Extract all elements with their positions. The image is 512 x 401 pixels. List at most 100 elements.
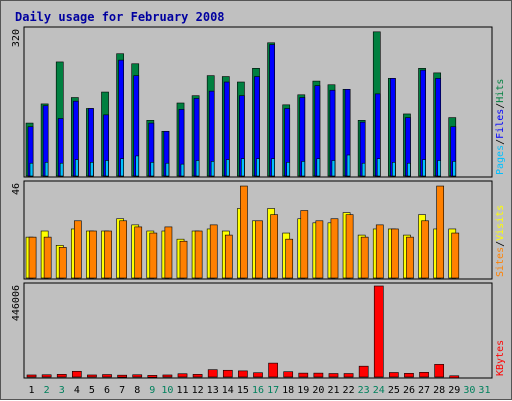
x-tick-label-5: 5 [89, 385, 95, 396]
x-tick-label-17: 17 [267, 385, 279, 396]
bar-pages-day-13 [210, 161, 215, 177]
hits-files-pages-legend-item-3: / [495, 103, 506, 109]
bar-sites-day-28 [436, 185, 445, 279]
bar-kbytes-day-18 [283, 371, 294, 378]
bar-kbytes-day-14 [222, 369, 233, 378]
x-tick-label-24: 24 [373, 385, 385, 396]
bar-sites-day-10 [164, 226, 173, 279]
bar-sites-day-21 [330, 218, 339, 279]
bar-pages-day-18 [286, 162, 290, 177]
x-tick-label-7: 7 [119, 385, 125, 396]
bar-kbytes-day-12 [192, 374, 203, 378]
visits-sites-plot-area [23, 180, 493, 280]
x-tick-label-31: 31 [478, 385, 490, 396]
x-tick-label-4: 4 [74, 385, 80, 396]
bar-kbytes-day-11 [177, 373, 188, 378]
bar-kbytes-day-2 [41, 374, 52, 378]
x-tick-label-13: 13 [207, 385, 219, 396]
bar-pages-day-16 [256, 158, 260, 177]
bar-sites-day-29 [451, 232, 460, 279]
kbytes-legend: KBytes [495, 340, 506, 376]
bar-sites-day-11 [179, 240, 188, 279]
bar-pages-day-20 [316, 158, 321, 177]
x-tick-label-20: 20 [312, 385, 324, 396]
kbytes-ymax-label: 446006 [11, 285, 22, 321]
bar-pages-day-4 [74, 159, 79, 177]
kbytes-plot-area [23, 282, 493, 379]
x-tick-label-3: 3 [59, 385, 65, 396]
kbytes-legend-item-0: KBytes [495, 340, 506, 376]
bar-files-day-17 [269, 44, 275, 177]
bar-kbytes-day-4 [71, 370, 82, 378]
bar-pages-day-9 [150, 162, 155, 177]
bar-pages-day-26 [407, 162, 411, 177]
bar-sites-day-15 [240, 185, 248, 279]
bar-sites-day-25 [391, 228, 399, 279]
bar-sites-day-16 [255, 220, 263, 279]
bar-kbytes-day-17 [268, 362, 278, 378]
bar-files-day-25 [390, 78, 396, 177]
bar-sites-day-24 [375, 224, 384, 279]
bar-kbytes-day-21 [328, 373, 339, 378]
x-tick-label-1: 1 [29, 385, 35, 396]
bar-kbytes-day-1 [26, 374, 37, 378]
bar-kbytes-day-25 [389, 372, 399, 378]
bar-pages-day-23 [361, 162, 366, 177]
bar-pages-day-24 [376, 158, 381, 177]
x-tick-label-8: 8 [134, 385, 140, 396]
hits-files-pages-ymax-label: 320 [11, 29, 22, 47]
bar-kbytes-day-10 [162, 374, 173, 378]
bar-kbytes-day-7 [117, 374, 127, 378]
bar-kbytes-day-23 [358, 365, 369, 378]
bar-pages-day-25 [392, 162, 396, 177]
bar-sites-day-26 [406, 236, 414, 279]
x-tick-label-21: 21 [327, 385, 339, 396]
bar-sites-day-7 [119, 220, 127, 279]
x-tick-label-11: 11 [176, 385, 188, 396]
bar-kbytes-day-8 [132, 374, 143, 378]
bar-kbytes-day-3 [56, 374, 67, 378]
bar-kbytes-day-15 [238, 370, 248, 378]
bar-sites-day-14 [224, 234, 233, 279]
kbytes-panel: 446006 KBytes [11, 282, 506, 379]
bar-kbytes-day-9 [147, 375, 158, 378]
visits-sites-legend: Sites/Visits [495, 205, 506, 277]
bar-sites-day-9 [149, 232, 158, 279]
bar-sites-day-22 [345, 214, 354, 279]
x-tick-label-23: 23 [358, 385, 370, 396]
bar-kbytes-day-6 [102, 374, 112, 378]
bar-sites-day-2 [43, 236, 52, 279]
x-tick-label-27: 27 [418, 385, 430, 396]
bar-pages-day-17 [271, 158, 275, 177]
bar-pages-day-22 [346, 154, 351, 177]
x-tick-label-14: 14 [222, 385, 234, 396]
bar-sites-day-18 [285, 238, 294, 279]
bar-pages-day-12 [195, 160, 200, 177]
x-tick-label-9: 9 [149, 385, 155, 396]
hits-files-pages-legend: Pages/Files/Hits [495, 79, 506, 175]
x-tick-label-22: 22 [343, 385, 355, 396]
bar-kbytes-day-29 [449, 375, 460, 379]
bar-kbytes-day-20 [313, 372, 324, 378]
bar-sites-day-3 [58, 247, 67, 279]
bar-pages-day-11 [180, 163, 185, 177]
bar-sites-day-1 [28, 236, 37, 279]
x-tick-label-19: 19 [297, 385, 309, 396]
bar-pages-day-28 [437, 160, 441, 177]
bar-pages-day-27 [422, 159, 426, 177]
bar-pages-day-2 [44, 162, 49, 177]
bar-pages-day-19 [301, 161, 306, 177]
visits-sites-legend-item-1: / [495, 241, 506, 247]
x-tick-label-26: 26 [403, 385, 415, 396]
visits-sites-panel: 46 Sites/Visits [11, 180, 506, 280]
bar-pages-day-21 [331, 160, 336, 177]
bar-kbytes-day-26 [404, 373, 414, 378]
x-tick-label-25: 25 [388, 385, 400, 396]
chart-title: Daily usage for February 2008 [15, 10, 225, 24]
x-tick-label-18: 18 [282, 385, 294, 396]
bar-pages-day-29 [452, 161, 457, 177]
bar-sites-day-19 [300, 210, 309, 279]
hits-files-pages-plot-area [23, 26, 493, 178]
bar-sites-day-27 [421, 220, 429, 279]
